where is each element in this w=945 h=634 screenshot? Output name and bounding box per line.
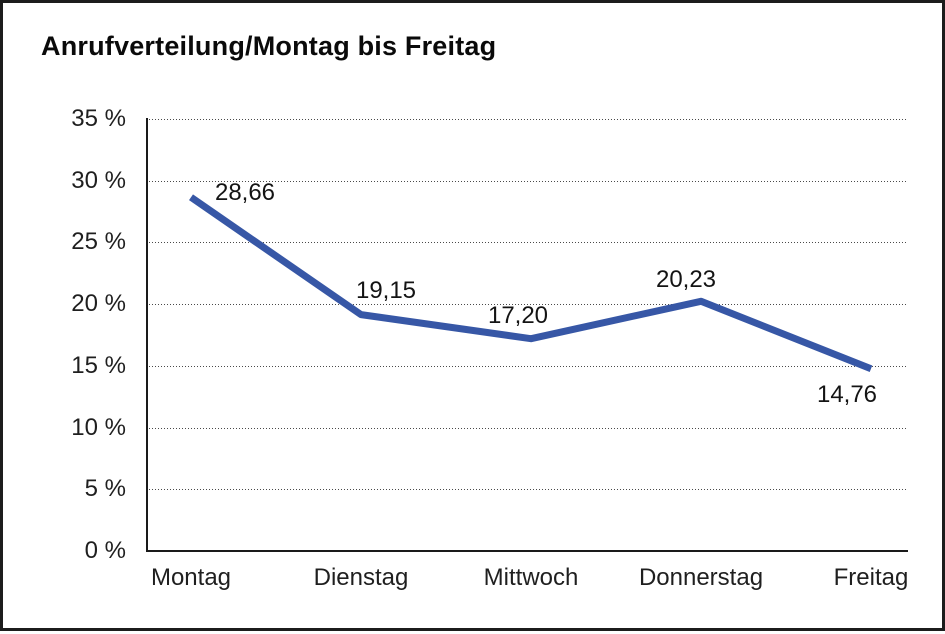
xtick-label-donnerstag: Donnerstag: [638, 564, 764, 591]
xtick-label-dienstag: Dienstag: [313, 564, 409, 591]
gridline-35: [146, 119, 908, 120]
chart-title: Anrufverteilung/Montag bis Freitag: [41, 31, 497, 61]
gridline-5: [146, 489, 908, 490]
data-label-dienstag: 19,15: [355, 277, 417, 304]
gridline-30: [146, 181, 908, 182]
ytick-label-30: 30 %: [71, 167, 126, 194]
gridline-10: [146, 428, 908, 429]
ytick-label-35: 35 %: [71, 105, 126, 132]
ytick-label-20: 20 %: [71, 290, 126, 317]
plot-area: 0 % 5 % 10 % 15 % 20 % 25 % 30 % 35 % Montag Die…: [3, 3, 945, 634]
y-axis-line: [146, 118, 148, 551]
data-label-donnerstag: 20,23: [655, 266, 717, 293]
xtick-label-mittwoch: Mittwoch: [483, 564, 579, 591]
ytick-label-15: 15 %: [71, 352, 126, 379]
ytick-label-10: 10 %: [71, 414, 126, 441]
gridline-20: [146, 304, 908, 305]
gridline-25: [146, 242, 908, 243]
data-label-freitag: 14,76: [816, 381, 878, 408]
series-svg: [189, 194, 873, 373]
x-axis-line: [146, 550, 908, 552]
xtick-label-montag: Montag: [150, 564, 232, 591]
data-label-mittwoch: 17,20: [487, 302, 549, 329]
xtick-label-freitag: Freitag: [833, 564, 909, 591]
data-series-line: [189, 194, 873, 373]
gridline-15: [146, 366, 908, 367]
ytick-label-5: 5 %: [84, 475, 126, 502]
ytick-label-0: 0 %: [84, 537, 126, 564]
ytick-label-25: 25 %: [71, 228, 126, 255]
data-label-montag: 28,66: [214, 179, 276, 206]
